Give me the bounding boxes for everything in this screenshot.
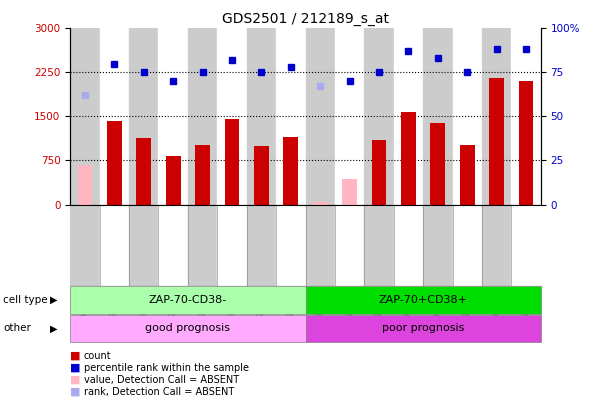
Bar xyxy=(511,28,541,205)
Text: ■: ■ xyxy=(70,375,81,385)
Bar xyxy=(276,205,306,286)
Bar xyxy=(306,315,541,342)
Bar xyxy=(306,28,335,205)
Bar xyxy=(70,28,100,205)
Bar xyxy=(276,28,306,205)
Bar xyxy=(247,28,276,205)
Bar xyxy=(78,164,92,205)
Text: ZAP-70+CD38+: ZAP-70+CD38+ xyxy=(379,295,467,305)
Bar xyxy=(136,138,151,205)
Bar xyxy=(247,205,276,286)
Text: poor prognosis: poor prognosis xyxy=(382,324,464,333)
Bar xyxy=(482,205,511,286)
Text: value, Detection Call = ABSENT: value, Detection Call = ABSENT xyxy=(84,375,239,385)
Bar xyxy=(218,28,247,205)
Bar xyxy=(218,205,247,286)
Bar xyxy=(453,205,482,286)
Text: ▶: ▶ xyxy=(50,324,57,333)
Bar xyxy=(306,205,335,286)
Bar xyxy=(188,205,218,286)
Bar xyxy=(519,81,533,205)
Bar xyxy=(342,179,357,205)
Bar xyxy=(196,145,210,205)
Bar xyxy=(460,145,475,205)
Bar xyxy=(393,205,423,286)
Text: other: other xyxy=(3,324,31,333)
Bar xyxy=(100,28,129,205)
Text: ZAP-70-CD38-: ZAP-70-CD38- xyxy=(148,295,227,305)
Bar xyxy=(70,315,306,342)
Bar xyxy=(393,28,423,205)
Bar xyxy=(188,28,218,205)
Bar xyxy=(401,112,415,205)
Bar xyxy=(306,286,541,314)
Text: percentile rank within the sample: percentile rank within the sample xyxy=(84,363,249,373)
Bar xyxy=(70,205,100,286)
Bar xyxy=(431,124,445,205)
Bar xyxy=(371,140,386,205)
Bar xyxy=(158,205,188,286)
Text: cell type: cell type xyxy=(3,295,48,305)
Text: ■: ■ xyxy=(70,387,81,397)
Text: ■: ■ xyxy=(70,351,81,360)
Bar xyxy=(129,205,158,286)
Text: good prognosis: good prognosis xyxy=(145,324,230,333)
Bar xyxy=(70,286,306,314)
Text: rank, Detection Call = ABSENT: rank, Detection Call = ABSENT xyxy=(84,387,234,397)
Bar xyxy=(335,28,364,205)
Bar xyxy=(489,78,504,205)
Bar xyxy=(511,205,541,286)
Text: ■: ■ xyxy=(70,363,81,373)
Bar xyxy=(482,28,511,205)
Bar xyxy=(423,28,453,205)
Bar xyxy=(364,205,393,286)
Bar xyxy=(364,28,393,205)
Text: count: count xyxy=(84,351,111,360)
Bar xyxy=(107,121,122,205)
Bar xyxy=(166,156,180,205)
Bar xyxy=(453,28,482,205)
Bar xyxy=(313,202,327,205)
Text: ▶: ▶ xyxy=(50,295,57,305)
Bar xyxy=(254,146,269,205)
Title: GDS2501 / 212189_s_at: GDS2501 / 212189_s_at xyxy=(222,12,389,26)
Bar xyxy=(129,28,158,205)
Bar xyxy=(423,205,453,286)
Bar xyxy=(284,137,298,205)
Bar xyxy=(158,28,188,205)
Bar xyxy=(100,205,129,286)
Bar xyxy=(225,119,240,205)
Bar xyxy=(335,205,364,286)
